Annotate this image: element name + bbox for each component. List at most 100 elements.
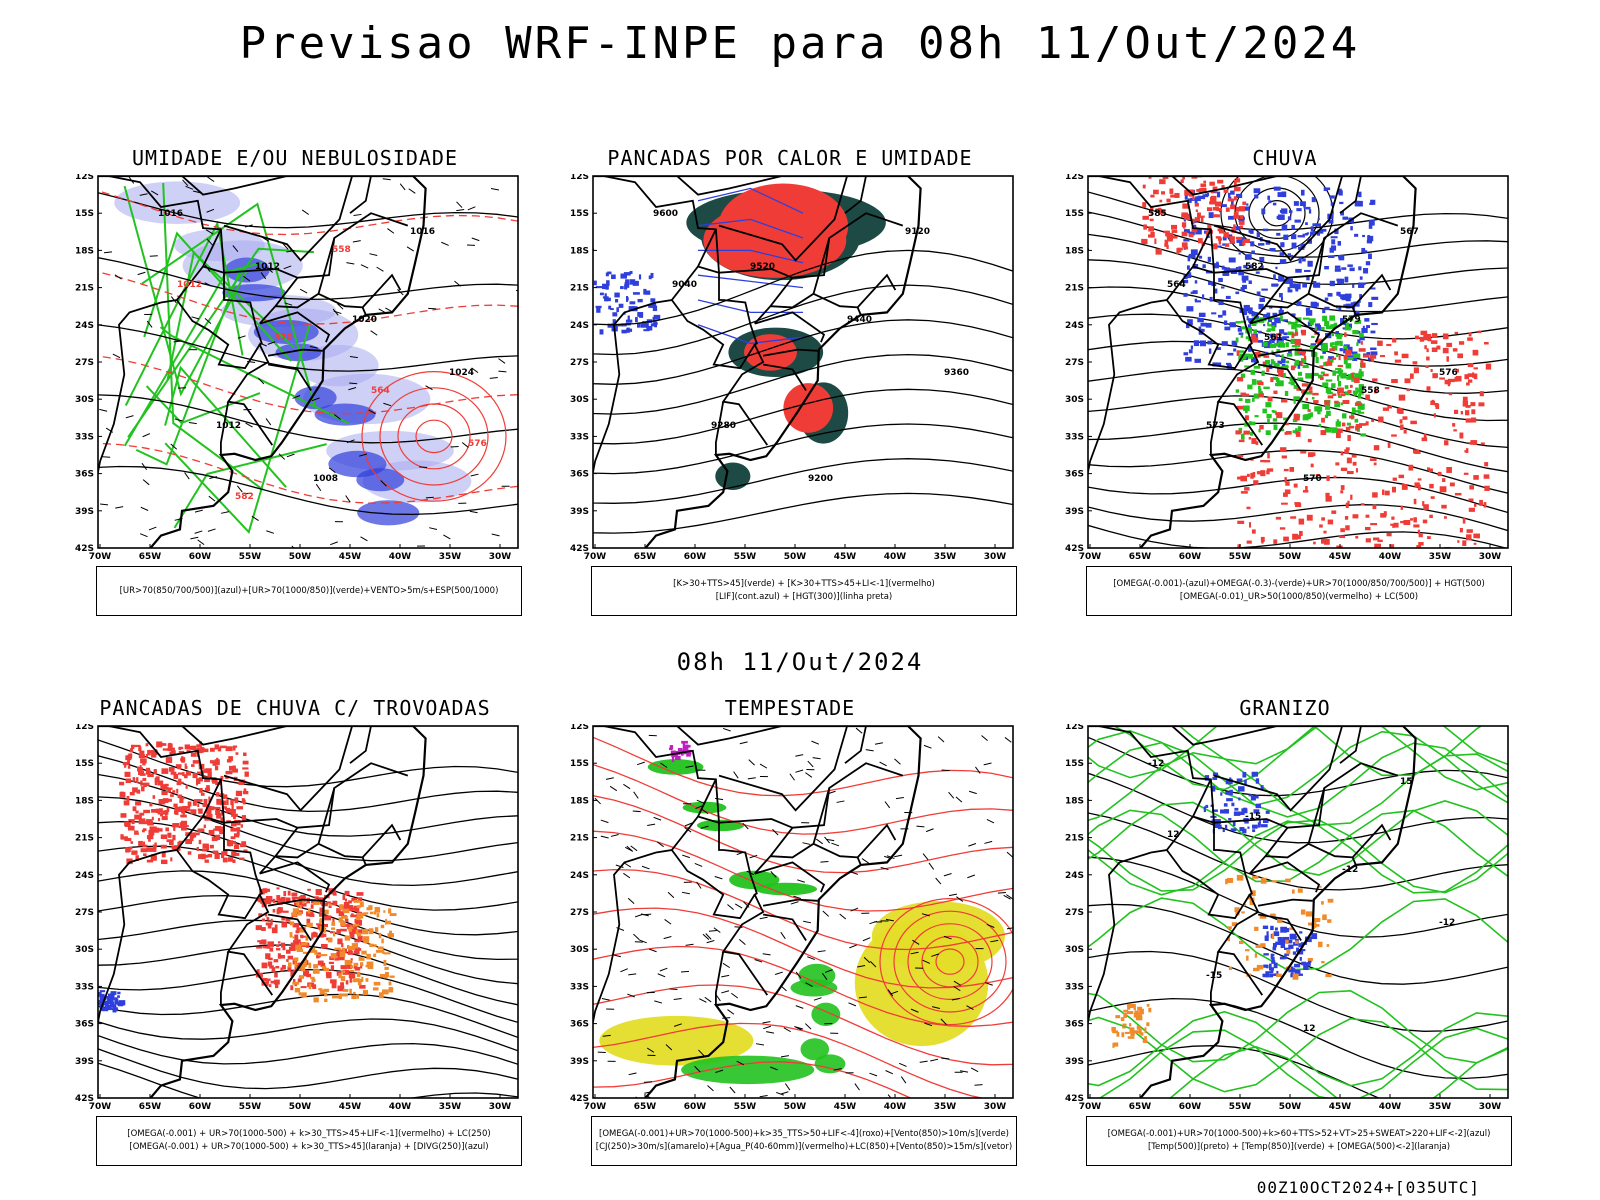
legend-line: [K>30+TTS>45](verde) + [K>30+TTS>45+LI<-…: [673, 579, 935, 589]
panel-title: UMIDADE E/OU NEBULOSIDADE: [131, 146, 459, 170]
lat-label: 33S: [75, 432, 94, 442]
lat-label: 27S: [75, 908, 94, 918]
contour-label: 15: [1400, 777, 1413, 787]
lat-label: 18S: [1065, 796, 1084, 806]
lon-label: 50W: [1279, 552, 1302, 562]
legend-caption: [OMEGA(-0.001)+UR>70(1000-500)+k>60+TTS>…: [1086, 1116, 1512, 1166]
lon-label: 55W: [1229, 552, 1252, 562]
legend-line: [OMEGA(-0.001) + UR>70(1000-500) + k>30_…: [127, 1129, 491, 1139]
contour-label: 1016: [410, 227, 435, 237]
lon-label: 60W: [684, 552, 707, 562]
lat-label: 15S: [570, 759, 589, 769]
lon-label: 55W: [1229, 1102, 1252, 1112]
lat-label: 18S: [1065, 246, 1084, 256]
contour-label: 9040: [672, 280, 697, 290]
contour-label: 570: [1303, 474, 1322, 484]
legend-line: [CJ(250)>30m/s](amarelo)+[Agua_P(40-60mm…: [595, 1142, 1013, 1152]
legend-caption: [OMEGA(-0.001)-(azul)+OMEGA(-0.3)-(verde…: [1086, 566, 1512, 616]
lat-label: 18S: [75, 796, 94, 806]
contour-label: 576: [468, 439, 487, 449]
lon-label: 45W: [1329, 552, 1352, 562]
panel-granizo: GRANIZO -12 -15 -12 -12 -15 12 15 12 12S 15S 18S 21…: [1050, 696, 1520, 1176]
forecast-map: 585 582 579 576 573 570 567 564 561 558 12S 15S 18S 2…: [1065, 174, 1509, 562]
legend-line: [UR>70(850/700/500)](azul)+[UR>70(1000/8…: [119, 585, 499, 596]
lat-label: 27S: [1065, 908, 1084, 918]
lon-label: 65W: [634, 1102, 657, 1112]
lon-label: 60W: [1179, 552, 1202, 562]
lon-label: 40W: [1379, 1102, 1402, 1112]
legend-caption: [UR>70(850/700/500)](azul)+[UR>70(1000/8…: [96, 566, 522, 616]
contour-label: 564: [371, 386, 390, 396]
lon-label: 50W: [784, 1102, 807, 1112]
lon-label: 50W: [289, 1102, 312, 1112]
legend-line: [OMEGA(-0.001) + UR>70(1000-500) + k>30_…: [129, 1142, 489, 1152]
contour-label: 558: [332, 245, 351, 255]
lat-label: 30S: [1065, 395, 1084, 405]
lat-label: 39S: [1065, 1057, 1084, 1067]
lat-label: 18S: [75, 246, 94, 256]
contour-label: 582: [1245, 262, 1264, 272]
contour-label: 564: [1167, 280, 1186, 290]
lon-label: 70W: [1079, 1102, 1102, 1112]
lat-label: 36S: [75, 1020, 94, 1030]
contour-label: 1008: [313, 474, 338, 484]
lat-label: 27S: [75, 358, 94, 368]
contour-label: 1012: [177, 280, 202, 290]
lon-label: 30W: [1479, 552, 1502, 562]
contour-label: 9200: [808, 474, 833, 484]
lat-label: 12S: [75, 174, 94, 182]
panel-pancadas-trovoadas: PANCADAS DE CHUVA C/ TROVOADAS 12S 15S 18S…: [60, 696, 530, 1176]
lat-label: 39S: [1065, 507, 1084, 517]
lat-label: 21S: [570, 834, 589, 844]
lon-label: 35W: [1429, 1102, 1452, 1112]
lon-label: 30W: [489, 1102, 512, 1112]
lat-label: 36S: [1065, 1020, 1084, 1030]
panel-tempestade: TEMPESTADE 12S 15S 18S 21S 24S 27S 30S 33S 36S 39…: [555, 696, 1025, 1176]
contour-label: 12: [1167, 830, 1180, 840]
lon-label: 30W: [1479, 1102, 1502, 1112]
contour-label: -15: [1245, 812, 1261, 822]
lon-label: 30W: [489, 552, 512, 562]
lon-label: 60W: [684, 1102, 707, 1112]
forecast-map: 1016 1012 1020 1024 1012 1008 1016 1012 570 564 57…: [75, 174, 519, 562]
contour-label: 1016: [158, 209, 183, 219]
contour-label: 1024: [449, 368, 474, 378]
lon-label: 70W: [89, 1102, 112, 1112]
lat-label: 21S: [75, 834, 94, 844]
lat-label: 15S: [1065, 209, 1084, 219]
contour-label: 561: [1264, 333, 1283, 343]
lat-label: 27S: [570, 358, 589, 368]
lon-label: 45W: [339, 552, 362, 562]
lon-label: 55W: [734, 1102, 757, 1112]
lon-label: 60W: [189, 1102, 212, 1112]
contour-label: 576: [1439, 368, 1458, 378]
legend-line: [OMEGA(-0.001)+UR>70(1000-500)+k>60+TTS>…: [1107, 1129, 1491, 1139]
lat-label: 33S: [1065, 432, 1084, 442]
forecast-map: -12 -15 -12 -12 -15 12 15 12 12S 15S 18S 21S 24S 27S 3…: [1065, 724, 1509, 1112]
lat-label: 24S: [1065, 871, 1084, 881]
lon-label: 40W: [389, 552, 412, 562]
lon-label: 35W: [439, 1102, 462, 1112]
lat-label: 18S: [570, 246, 589, 256]
contour-label: 9440: [847, 315, 872, 325]
lat-label: 27S: [570, 908, 589, 918]
lon-label: 70W: [584, 552, 607, 562]
lat-label: 12S: [1065, 724, 1084, 732]
lon-label: 65W: [1129, 552, 1152, 562]
lat-label: 42S: [1065, 1094, 1084, 1104]
lat-label: 33S: [75, 982, 94, 992]
lon-label: 60W: [189, 552, 212, 562]
lat-label: 24S: [75, 871, 94, 881]
lon-label: 55W: [239, 552, 262, 562]
lon-label: 40W: [389, 1102, 412, 1112]
lon-label: 65W: [634, 552, 657, 562]
lat-label: 36S: [75, 470, 94, 480]
contour-label: 573: [1206, 421, 1225, 431]
legend-caption: [OMEGA(-0.001)+UR>70(1000-500)+k>35_TTS>…: [591, 1116, 1017, 1166]
lat-label: 15S: [75, 209, 94, 219]
lon-label: 70W: [89, 552, 112, 562]
lat-label: 27S: [1065, 358, 1084, 368]
legend-line: [OMEGA(-0.01)_UR>50(1000/850)(vermelho) …: [1179, 592, 1419, 602]
lon-label: 35W: [934, 1102, 957, 1112]
